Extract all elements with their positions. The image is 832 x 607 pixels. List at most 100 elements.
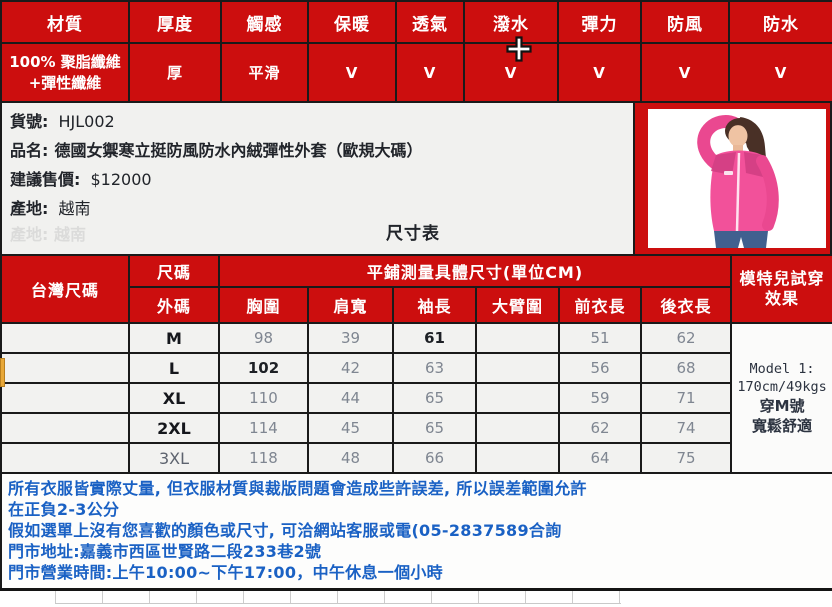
measure-cell[interactable]: 118 <box>218 442 309 474</box>
measure-cell[interactable]: 48 <box>307 442 394 474</box>
spec-value-material[interactable]: 100% 聚脂纖維+彈性纖維 <box>0 42 130 103</box>
measure-cell[interactable]: 114 <box>218 412 309 444</box>
shoulder-header[interactable]: 肩寬 <box>307 286 394 324</box>
spec-header-thickness[interactable]: 厚度 <box>128 0 222 44</box>
size-row-2xl: 2XL 114 45 65 62 74 <box>0 412 832 444</box>
product-name-label: 品名: <box>10 141 49 160</box>
front-length-header[interactable]: 前衣長 <box>558 286 642 324</box>
size-label-cell[interactable]: M <box>128 322 220 354</box>
measure-cell[interactable]: 64 <box>558 442 642 474</box>
measure-cell[interactable]: 62 <box>558 412 642 444</box>
model-fit-header[interactable]: 模特兒試穿 效果 <box>730 254 832 324</box>
measure-cell[interactable]: 98 <box>218 322 309 354</box>
size-label-cell[interactable]: L <box>128 352 220 384</box>
spec-value-touch[interactable]: 平滑 <box>220 42 309 103</box>
note-store-address[interactable]: 門市地址:嘉義市西區世賢路二段233巷2號 <box>8 542 322 561</box>
measure-cell[interactable]: 63 <box>392 352 477 384</box>
measure-cell[interactable] <box>475 442 560 474</box>
model-fit-note-cell[interactable]: Model 1: 170cm/49kgs 穿M號 寬鬆舒適 <box>730 322 832 474</box>
spec-value-water-repellency[interactable]: V <box>463 42 559 103</box>
measure-cell[interactable]: 44 <box>307 382 394 414</box>
measure-cell[interactable]: 110 <box>218 382 309 414</box>
spec-header-elasticity[interactable]: 彈力 <box>557 0 642 44</box>
spec-value-windproof[interactable]: V <box>640 42 730 103</box>
measure-cell[interactable]: 45 <box>307 412 394 444</box>
size-row-l: L 102 42 63 56 68 <box>0 352 832 384</box>
measure-cell[interactable] <box>475 352 560 384</box>
foreign-code-header[interactable]: 外碼 <box>128 286 220 324</box>
spec-header-warmth[interactable]: 保暖 <box>307 0 397 44</box>
model-photo <box>648 109 826 248</box>
measure-cell[interactable]: 51 <box>558 322 642 354</box>
measure-cell[interactable]: 59 <box>558 382 642 414</box>
flat-measure-span-header[interactable]: 平鋪測量具體尺寸(單位CM) <box>217 254 733 288</box>
blank-cell[interactable] <box>0 442 130 474</box>
product-price[interactable]: 建議售價: $12000 <box>2 165 832 194</box>
spec-value-warmth[interactable]: V <box>307 42 397 103</box>
blank-cell[interactable] <box>0 322 130 354</box>
spec-header-material[interactable]: 材質 <box>0 0 130 44</box>
size-row-3xl: 3XL 118 48 66 64 75 <box>0 442 832 474</box>
size-label-cell[interactable]: 3XL <box>128 442 220 474</box>
measure-cell[interactable]: 56 <box>558 352 642 384</box>
spec-header-touch[interactable]: 觸感 <box>220 0 309 44</box>
note-contact[interactable]: 假如選單上沒有您喜歡的顏色或尺寸, 可洽網站客服或電(05-2837589合詢 <box>8 521 562 540</box>
measure-cell[interactable]: 68 <box>639 352 733 384</box>
size-label-cell[interactable]: 2XL <box>128 412 220 444</box>
origin-label: 產地: <box>10 199 49 218</box>
spec-header-water-repellency[interactable]: 潑水 <box>463 0 559 44</box>
model-note-line: 寬鬆舒適 <box>752 417 813 435</box>
measure-cell[interactable]: 74 <box>639 412 733 444</box>
product-name[interactable]: 品名: 德國女禦寒立挺防風防水內絨彈性外套（歐規大碼） <box>2 136 832 165</box>
measure-cell[interactable]: 66 <box>392 442 477 474</box>
spec-header-row: 材質 厚度 觸感 保暖 透氣 潑水 彈力 防風 防水 <box>0 0 832 44</box>
size-chart-title[interactable]: 尺寸表 <box>386 224 440 244</box>
size-header-row-2: 外碼 胸圍 肩寬 袖長 大臂圍 前衣長 後衣長 <box>1 286 832 324</box>
spec-table: 材質 厚度 觸感 保暖 透氣 潑水 彈力 防風 防水 100% 聚脂纖維+彈性纖… <box>0 0 832 103</box>
spec-header-windproof[interactable]: 防風 <box>640 0 730 44</box>
row-selection-marker <box>0 358 5 387</box>
item-number-value: HJL002 <box>58 112 115 131</box>
note-store-hours[interactable]: 門市營業時間:上午10:00~下午17:00，中午休息一個小時 <box>8 563 443 582</box>
excel-plus-cursor-icon <box>506 36 532 62</box>
measure-cell[interactable]: 61 <box>392 322 477 354</box>
blank-cell[interactable] <box>0 352 130 384</box>
model-photo-illustration <box>648 109 826 248</box>
model-note-line: Model 1: <box>749 361 815 377</box>
model-note-line: 170cm/49kgs <box>737 379 827 395</box>
cropped-cells-remnant <box>55 591 621 604</box>
measure-cell[interactable]: 102 <box>218 352 309 384</box>
spec-value-thickness[interactable]: 厚 <box>128 42 222 103</box>
measure-cell[interactable]: 62 <box>639 322 733 354</box>
spec-value-elasticity[interactable]: V <box>557 42 642 103</box>
measure-cell[interactable] <box>475 382 560 414</box>
spec-value-waterproof[interactable]: V <box>728 42 832 103</box>
spec-header-breathability[interactable]: 透氣 <box>395 0 465 44</box>
measure-cell[interactable]: 39 <box>307 322 394 354</box>
size-header-row-1: 台灣尺碼 尺碼 平鋪測量具體尺寸(單位CM) 模特兒試穿 效果 <box>0 254 832 324</box>
measure-cell[interactable] <box>475 322 560 354</box>
blank-cell[interactable] <box>0 412 130 444</box>
measure-cell[interactable] <box>475 412 560 444</box>
upper-arm-header[interactable]: 大臂圍 <box>475 286 560 324</box>
note-tolerance-range[interactable]: 在正負2-3公分 <box>8 500 120 519</box>
price-value: $12000 <box>90 170 152 189</box>
back-length-header[interactable]: 後衣長 <box>639 286 733 324</box>
chest-header[interactable]: 胸圍 <box>218 286 309 324</box>
measure-cell[interactable]: 65 <box>392 412 477 444</box>
measure-cell[interactable]: 75 <box>639 442 733 474</box>
sleeve-header[interactable]: 袖長 <box>392 286 477 324</box>
spec-header-waterproof[interactable]: 防水 <box>728 0 832 44</box>
measure-cell[interactable]: 65 <box>392 382 477 414</box>
size-label-cell[interactable]: XL <box>128 382 220 414</box>
note-measure-tolerance[interactable]: 所有衣服皆實際丈量, 但衣服材質與裁版問題會造成些許誤差, 所以誤差範圍允許 <box>8 479 587 498</box>
measure-cell[interactable]: 71 <box>639 382 733 414</box>
measure-cell[interactable]: 42 <box>307 352 394 384</box>
size-code-header[interactable]: 尺碼 <box>128 254 220 288</box>
spec-value-breathability[interactable]: V <box>395 42 465 103</box>
product-item-number[interactable]: 貨號: HJL002 <box>2 103 832 136</box>
taiwan-size-corner-header[interactable]: 台灣尺碼 <box>0 254 130 324</box>
product-origin[interactable]: 產地: 越南 <box>2 194 832 223</box>
blank-cell[interactable] <box>0 382 130 414</box>
